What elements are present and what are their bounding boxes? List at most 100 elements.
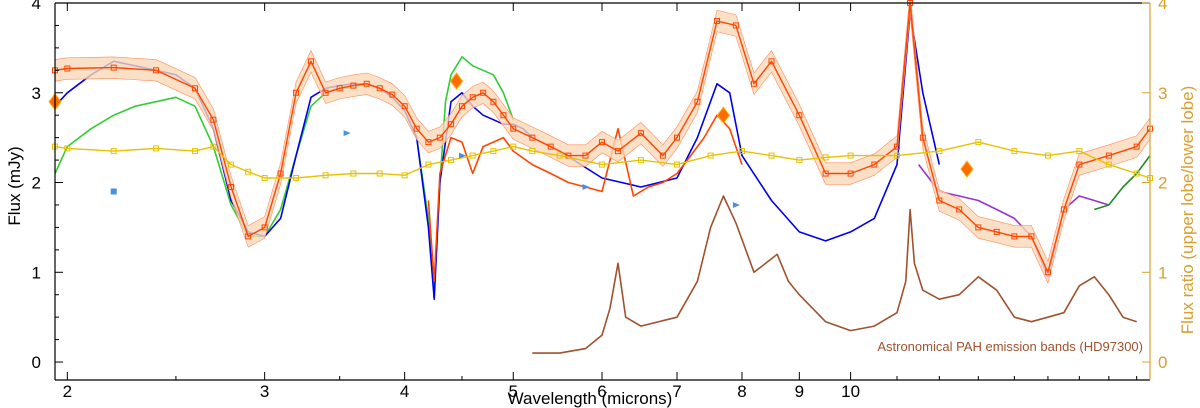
series-line — [1094, 155, 1151, 211]
series-point — [389, 91, 396, 98]
x-tick-label: 8 — [737, 382, 746, 401]
series-point — [637, 157, 644, 164]
x-tick-label: 5 — [509, 382, 518, 401]
series-point — [936, 197, 943, 204]
series-point — [529, 134, 536, 141]
square-marker — [110, 188, 117, 195]
series-point — [1105, 152, 1112, 159]
series-point — [975, 224, 982, 231]
x-tick-label: 9 — [795, 382, 804, 401]
series-point — [469, 152, 476, 159]
series-point — [637, 130, 644, 137]
axes: 2 3 4 5 6 7 8 9 10 0 1 2 3 4 0 1 2 3 4 — [32, 0, 1168, 401]
series-point — [350, 82, 357, 89]
series-point — [413, 125, 420, 132]
series-point — [1044, 269, 1051, 276]
y-axis-title: Flux (mJy) — [5, 146, 24, 225]
series-point — [64, 65, 71, 72]
series-point — [582, 152, 589, 159]
series-point — [1060, 206, 1067, 213]
series-point — [436, 134, 443, 141]
series-point — [1105, 161, 1112, 168]
series-point — [261, 224, 268, 231]
series-point — [110, 148, 117, 155]
y-tick-label: 4 — [32, 0, 41, 13]
series-point — [350, 170, 357, 177]
triangle-marker — [732, 201, 740, 208]
series-point — [919, 134, 926, 141]
series-point — [796, 157, 803, 164]
series-point — [261, 175, 268, 182]
triangle-marker — [343, 130, 351, 137]
series-point — [277, 170, 284, 177]
series-point — [598, 161, 605, 168]
series-point — [153, 145, 160, 152]
series-point — [674, 134, 681, 141]
x-tick-label: 4 — [400, 382, 409, 401]
series-point — [768, 152, 775, 159]
series-point — [694, 98, 701, 105]
series-point — [153, 67, 160, 74]
diamond-marker — [449, 72, 464, 90]
series-point — [1133, 170, 1140, 177]
series-point — [469, 94, 476, 101]
series-line — [54, 141, 1151, 179]
series-point — [1028, 233, 1035, 240]
triangle-marker — [458, 152, 466, 159]
series-point — [425, 161, 432, 168]
series-point — [293, 89, 300, 96]
triangle-marker — [582, 184, 590, 191]
series-point — [732, 22, 739, 29]
series-point — [1011, 233, 1018, 240]
series-point — [739, 148, 746, 155]
series-point — [322, 172, 329, 179]
series-point — [510, 125, 517, 132]
x-tick-label: 2 — [63, 382, 72, 401]
series-point — [245, 233, 252, 240]
series-point — [425, 139, 432, 146]
y2-tick-label: 2 — [1158, 174, 1167, 193]
series-line — [54, 2, 1151, 273]
diamond-marker — [716, 106, 731, 125]
y-tick-label: 1 — [32, 263, 41, 282]
series-point — [1076, 148, 1083, 155]
series-point — [336, 85, 343, 92]
series-point — [192, 85, 199, 92]
series-point — [893, 143, 900, 150]
series-point — [448, 157, 455, 164]
y2-tick-label: 4 — [1158, 0, 1167, 13]
series-line — [54, 11, 941, 301]
series-point — [674, 161, 681, 168]
series-line — [54, 56, 515, 292]
series-point — [1133, 143, 1140, 150]
series-point — [322, 89, 329, 96]
x-tick-label: 3 — [260, 382, 269, 401]
series-point — [448, 121, 455, 128]
series-point — [822, 170, 829, 177]
x-tick-label: 7 — [672, 382, 681, 401]
series-point — [228, 184, 235, 191]
series-point — [510, 143, 517, 150]
series-point — [308, 58, 315, 65]
series-point — [376, 85, 383, 92]
series-point — [822, 154, 829, 161]
series-point — [556, 152, 563, 159]
series-point — [1044, 152, 1051, 159]
series-point — [401, 103, 408, 110]
series-point — [490, 148, 497, 155]
y2-axis-title: Flux ratio (upper lobe/lower lobe) — [1178, 86, 1197, 335]
series-group — [52, 0, 1153, 354]
pah-annotation: Astronomical PAH emission bands (HD97300… — [877, 339, 1143, 354]
series-point — [956, 206, 963, 213]
y2-tick-label: 0 — [1158, 353, 1167, 372]
series-point — [936, 148, 943, 155]
series-point — [751, 80, 758, 87]
series-point — [363, 80, 370, 87]
series-point — [64, 145, 71, 152]
series-point — [490, 98, 497, 105]
x-tick-label: 10 — [841, 382, 860, 401]
series-point — [547, 143, 554, 150]
y2-tick-label: 1 — [1158, 263, 1167, 282]
diamond-marker — [960, 160, 974, 178]
